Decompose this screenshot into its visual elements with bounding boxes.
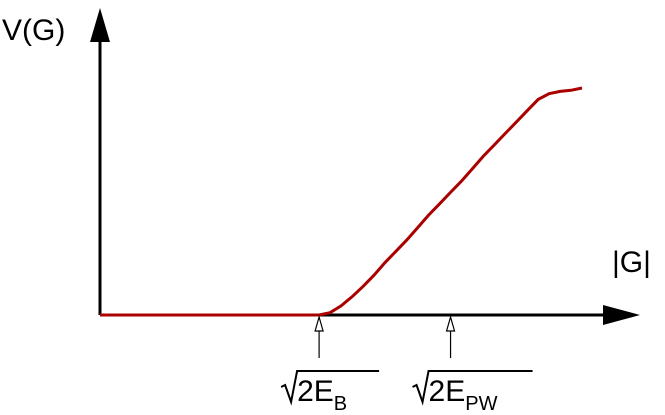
tick-label-sub-pw: PW (465, 393, 497, 415)
y-axis-label: V(G) (2, 14, 65, 47)
tick-label-sub-b: B (334, 393, 347, 415)
x-axis-label: |G| (612, 246, 651, 279)
tick-radical-b (280, 370, 380, 406)
tick-radical-pw (412, 370, 533, 406)
x-axis-arrowhead (603, 305, 640, 325)
y-axis-arrowhead (90, 8, 110, 42)
tick-label-pw: 2EPW (429, 375, 498, 415)
series-line (100, 86, 583, 317)
tick-label-base-b: 2E (297, 375, 334, 408)
tick-arrow-b (314, 314, 324, 332)
tick-label-b: 2EB (297, 375, 347, 415)
tick-arrow-pw (445, 314, 456, 332)
tick-markers: 2EB 2EPW (280, 314, 533, 415)
tick-label-base-pw: 2E (429, 375, 466, 408)
